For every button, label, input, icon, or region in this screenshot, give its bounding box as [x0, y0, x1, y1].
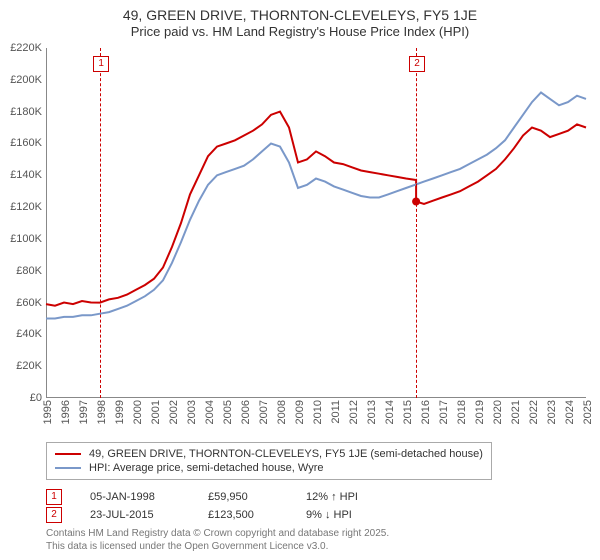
- y-tick-label: £100K: [0, 233, 42, 245]
- legend-box: 49, GREEN DRIVE, THORNTON-CLEVELEYS, FY5…: [46, 442, 492, 480]
- title-line2: Price paid vs. HM Land Registry's House …: [0, 24, 600, 41]
- transaction-date-2: 23-JUL-2015: [90, 509, 180, 521]
- transaction-hpi-2: 9% ↓ HPI: [306, 509, 396, 521]
- legend-label-price-paid: 49, GREEN DRIVE, THORNTON-CLEVELEYS, FY5…: [89, 448, 483, 460]
- y-tick-label: £0: [0, 392, 42, 404]
- marker-box-1: 1: [93, 56, 109, 72]
- x-tick-label: 1996: [60, 400, 72, 424]
- title-block: 49, GREEN DRIVE, THORNTON-CLEVELEYS, FY5…: [0, 0, 600, 41]
- legend-swatch-price-paid: [55, 453, 81, 455]
- x-tick-label: 2010: [312, 400, 324, 424]
- chart-container: 49, GREEN DRIVE, THORNTON-CLEVELEYS, FY5…: [0, 0, 600, 560]
- y-tick-label: £180K: [0, 106, 42, 118]
- transaction-price-2: £123,500: [208, 509, 278, 521]
- legend-row-price-paid: 49, GREEN DRIVE, THORNTON-CLEVELEYS, FY5…: [55, 447, 483, 461]
- title-line1: 49, GREEN DRIVE, THORNTON-CLEVELEYS, FY5…: [0, 6, 600, 24]
- x-tick-label: 2022: [528, 400, 540, 424]
- x-tick-label: 2018: [456, 400, 468, 424]
- series-line-hpi: [46, 93, 586, 319]
- x-tick-label: 2012: [348, 400, 360, 424]
- footer-attribution: Contains HM Land Registry data © Crown c…: [46, 528, 389, 553]
- transaction-row-1: 1 05-JAN-1998 £59,950 12% ↑ HPI: [46, 488, 396, 506]
- x-tick-label: 2025: [582, 400, 594, 424]
- x-tick-label: 2020: [492, 400, 504, 424]
- transaction-date-1: 05-JAN-1998: [90, 491, 180, 503]
- x-tick-label: 2019: [474, 400, 486, 424]
- legend-row-hpi: HPI: Average price, semi-detached house,…: [55, 461, 483, 475]
- transaction-price-1: £59,950: [208, 491, 278, 503]
- x-tick-label: 1998: [96, 400, 108, 424]
- transaction-row-2: 2 23-JUL-2015 £123,500 9% ↓ HPI: [46, 506, 396, 524]
- y-tick-label: £160K: [0, 137, 42, 149]
- x-tick-label: 1995: [42, 400, 54, 424]
- x-tick-label: 2016: [420, 400, 432, 424]
- x-tick-label: 2024: [564, 400, 576, 424]
- footer-line1: Contains HM Land Registry data © Crown c…: [46, 528, 389, 541]
- x-tick-label: 2011: [330, 400, 342, 424]
- y-tick-label: £20K: [0, 360, 42, 372]
- transaction-table: 1 05-JAN-1998 £59,950 12% ↑ HPI 2 23-JUL…: [46, 488, 396, 524]
- x-tick-label: 2023: [546, 400, 558, 424]
- transaction-hpi-1: 12% ↑ HPI: [306, 491, 396, 503]
- x-tick-label: 1997: [78, 400, 90, 424]
- x-tick-label: 2004: [204, 400, 216, 424]
- transaction-marker-1: 1: [46, 489, 62, 505]
- marker-box-2: 2: [409, 56, 425, 72]
- x-tick-label: 2021: [510, 400, 522, 424]
- transaction-marker-2: 2: [46, 507, 62, 523]
- x-tick-label: 2013: [366, 400, 378, 424]
- x-tick-label: 2009: [294, 400, 306, 424]
- y-tick-label: £80K: [0, 265, 42, 277]
- x-tick-label: 2015: [402, 400, 414, 424]
- x-tick-label: 1999: [114, 400, 126, 424]
- x-tick-label: 2005: [222, 400, 234, 424]
- y-tick-label: £220K: [0, 42, 42, 54]
- x-tick-label: 2000: [132, 400, 144, 424]
- footer-line2: This data is licensed under the Open Gov…: [46, 541, 389, 554]
- x-tick-label: 2008: [276, 400, 288, 424]
- legend-label-hpi: HPI: Average price, semi-detached house,…: [89, 462, 323, 474]
- x-tick-label: 2003: [186, 400, 198, 424]
- y-tick-label: £140K: [0, 169, 42, 181]
- x-tick-label: 2001: [150, 400, 162, 424]
- x-tick-label: 2007: [258, 400, 270, 424]
- marker-vline-1: [100, 48, 101, 398]
- y-tick-label: £200K: [0, 74, 42, 86]
- x-tick-label: 2006: [240, 400, 252, 424]
- legend-swatch-hpi: [55, 467, 81, 469]
- marker-vline-2: [416, 48, 417, 398]
- y-tick-label: £40K: [0, 328, 42, 340]
- x-tick-label: 2002: [168, 400, 180, 424]
- line-chart-svg: [46, 48, 586, 398]
- y-tick-label: £120K: [0, 201, 42, 213]
- x-tick-label: 2014: [384, 400, 396, 424]
- y-tick-label: £60K: [0, 297, 42, 309]
- x-tick-label: 2017: [438, 400, 450, 424]
